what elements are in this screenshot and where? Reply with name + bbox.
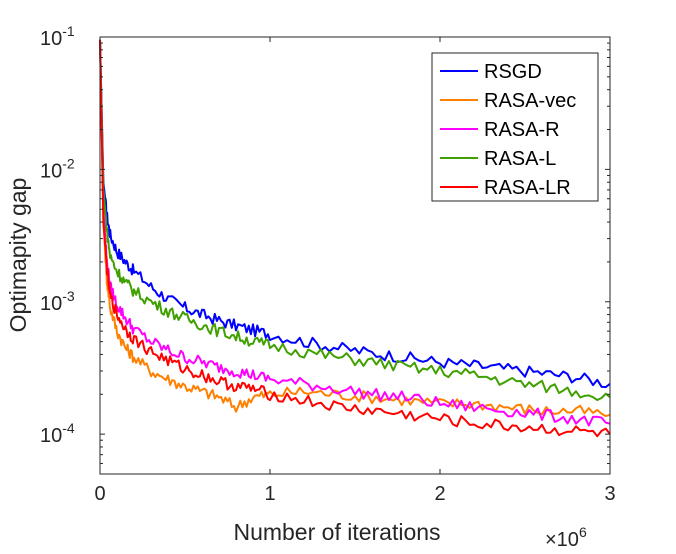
series-line-rasa-vec [99,39,611,418]
x-tick-label: 3 [604,483,615,505]
y-tick-label: 10-1 [40,23,75,50]
legend-label: RASA-R [484,119,560,141]
series-layer [99,39,611,438]
legend-label: RSGD [484,61,542,83]
x-tick-label: 2 [434,483,445,505]
tick-layer: 0 1 2 3 10-4 10-3 10-2 10-1 [40,23,616,505]
x-tick-label: 1 [264,483,275,505]
series-line-rasa-r [99,39,611,427]
y-tick-label: 10-2 [40,155,75,182]
x-multiplier-exponent: 6 [579,524,587,540]
x-multiplier-base: ×10 [545,529,579,551]
legend-label: RASA-vec [484,90,576,112]
series-line-rasa-lr [99,39,611,438]
legend: RSGD RASA-vec RASA-R RASA-L RASA-LR [431,52,599,202]
x-tick-label: 0 [94,483,105,505]
y-axis-label: Optimapity gap [5,178,31,333]
x-axis-label: Number of iterations [233,519,440,545]
y-tick-label: 10-4 [40,420,75,447]
plot-frame [99,36,611,475]
y-tick-label: 10-3 [40,288,75,315]
legend-label: RASA-LR [484,177,571,199]
series-line-rasa-l [99,39,611,401]
legend-box [431,52,599,202]
legend-label: RASA-L [484,148,556,170]
series-line-rsgd [99,39,611,389]
x-axis-multiplier: ×106 [545,524,587,551]
